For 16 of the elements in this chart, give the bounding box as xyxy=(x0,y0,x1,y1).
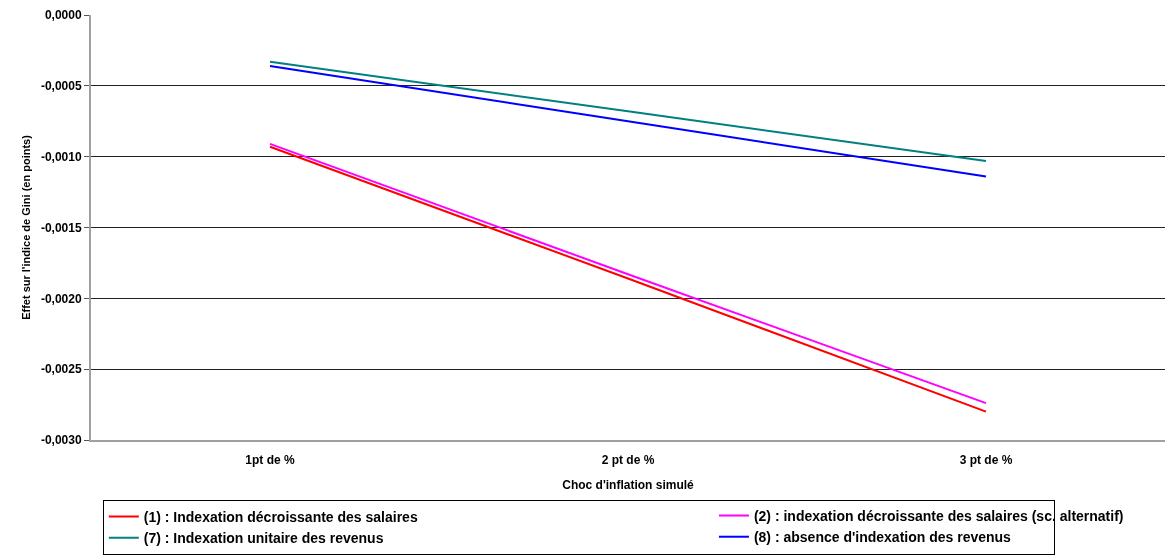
legend-label: (2) : indexation décroissante des salaires (sc. alternatif) xyxy=(753,507,1124,524)
x-tick-label: 3 pt de % xyxy=(959,453,1013,468)
y-tick-label: -0,0010 xyxy=(40,149,82,164)
y-tick-label: -0,0015 xyxy=(40,220,82,235)
y-tick-label: 0,0000 xyxy=(44,8,82,23)
legend-label: (1) : Indexation décroissante des salaires xyxy=(143,508,418,525)
x-tick-label: 2 pt de % xyxy=(601,453,655,468)
legend-label: (7) : Indexation unitaire des revenus xyxy=(143,530,384,547)
y-axis-title: Effet sur l'indice de Gini (en points) xyxy=(20,134,33,320)
x-tick-label: 1pt de % xyxy=(245,453,295,468)
legend-label: (8) : absence d'indexation des revenus xyxy=(753,529,1012,546)
y-tick-label: -0,0030 xyxy=(40,433,82,448)
y-tick-label: -0,0020 xyxy=(40,291,82,306)
x-axis-title: Choc d'inflation simulé xyxy=(562,477,695,492)
y-tick-label: -0,0025 xyxy=(40,362,82,377)
y-tick-label: -0,0005 xyxy=(40,79,82,94)
